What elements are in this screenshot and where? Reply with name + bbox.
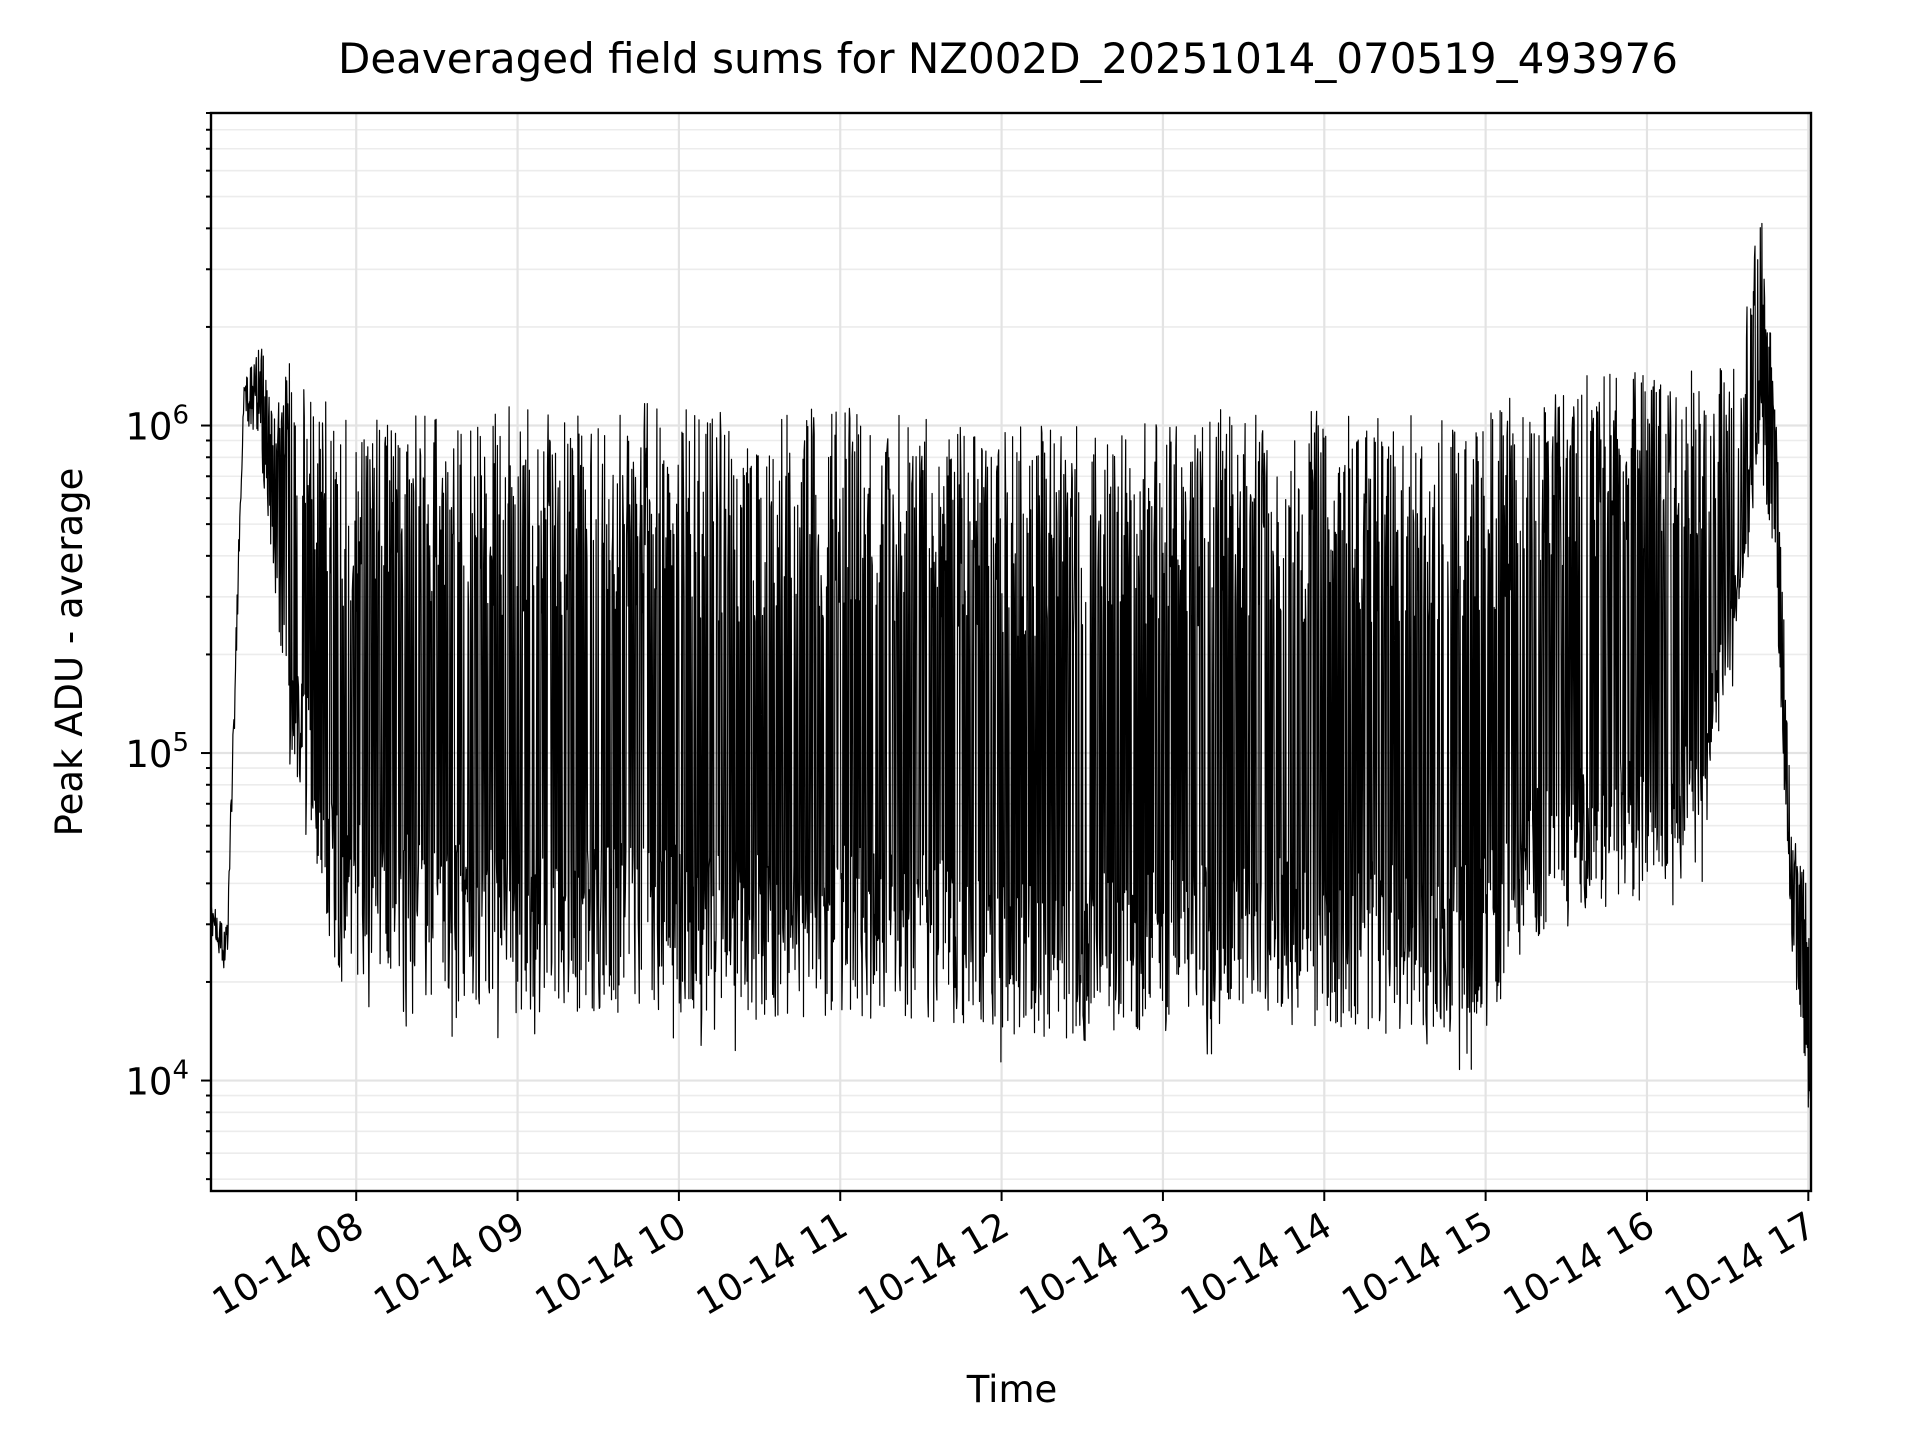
data-layer: [210, 222, 1812, 1108]
y-tick-label: 105: [125, 728, 189, 776]
series-line: [210, 222, 1812, 1108]
y-tick-label: 106: [125, 401, 189, 449]
plot-frame: [209, 111, 1813, 1193]
y-axis: 104 105 106: [125, 112, 211, 1181]
y-axis-label: Peak ADU - average: [48, 468, 91, 837]
x-axis-label: Time: [966, 1368, 1058, 1411]
chart-title: Deaveraged field sums for NZ002D_2025101…: [338, 34, 1678, 83]
y-tick-label: 104: [125, 1056, 189, 1104]
